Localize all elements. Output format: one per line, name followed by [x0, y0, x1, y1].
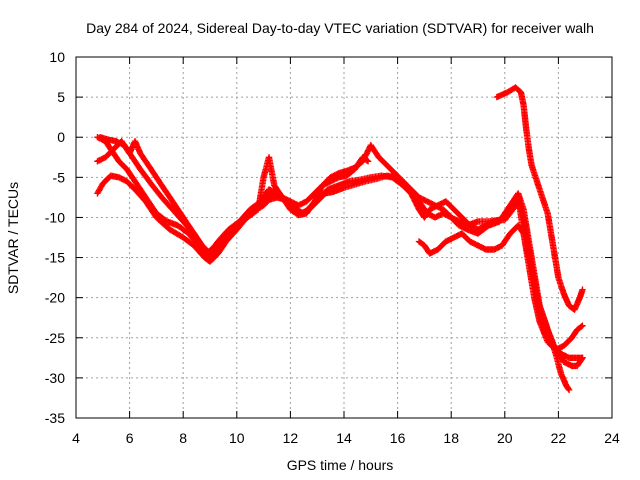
x-tick-label: 12 — [283, 430, 299, 446]
plot-frame — [75, 56, 613, 419]
series-trace-6 — [493, 84, 586, 313]
y-tick-label: 10 — [49, 49, 65, 65]
series-markers — [96, 134, 372, 261]
y-tick-label: -15 — [45, 250, 65, 266]
x-tick-label: 4 — [72, 430, 80, 446]
series-markers — [415, 222, 573, 394]
series-markers — [493, 84, 586, 313]
y-tick-label: 5 — [57, 89, 65, 105]
x-tick-label: 18 — [443, 430, 459, 446]
series-markers — [94, 134, 586, 370]
series-trace-5 — [415, 222, 573, 394]
chart-title: Day 284 of 2024, Sidereal Day-to-day VTE… — [86, 20, 594, 36]
x-tick-label: 6 — [126, 430, 134, 446]
x-tick-label: 24 — [604, 430, 620, 446]
x-axis-title: GPS time / hours — [287, 457, 394, 473]
y-tick-label: -20 — [45, 290, 65, 306]
x-tick-label: 10 — [229, 430, 245, 446]
x-tick-label: 22 — [551, 430, 567, 446]
y-tick-label: -5 — [53, 169, 66, 185]
y-tick-label: -35 — [45, 410, 65, 426]
y-tick-label: -30 — [45, 370, 65, 386]
y-tick-label: -10 — [45, 209, 65, 225]
y-tick-label: -25 — [45, 330, 65, 346]
axis-ticks: -35 -30 -25 -20 -15 -10 -5 0 5 10 4 6 8 10 12 14 16 18 20 2… — [45, 49, 620, 446]
y-tick-label: 0 — [57, 129, 65, 145]
x-tick-label: 8 — [179, 430, 187, 446]
x-tick-label: 16 — [390, 430, 406, 446]
series-trace-3 — [94, 134, 586, 370]
data-series — [94, 84, 586, 394]
series-trace-4 — [96, 134, 372, 261]
x-tick-label: 14 — [336, 430, 352, 446]
grid — [76, 57, 612, 418]
y-axis-title: SDTVAR / TECUs — [5, 182, 21, 294]
x-tick-label: 20 — [497, 430, 513, 446]
